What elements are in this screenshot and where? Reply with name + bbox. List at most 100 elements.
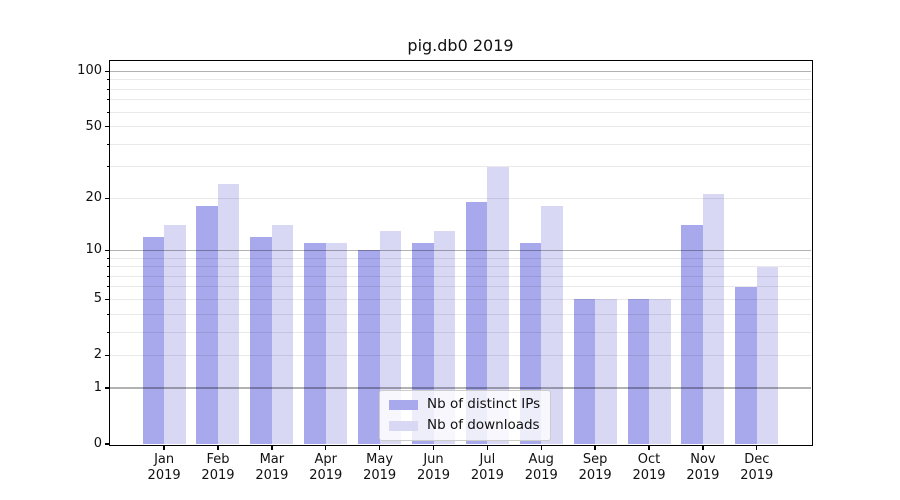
gridline-major-1 — [110, 387, 811, 389]
y-minor-tick-40 — [107, 143, 110, 145]
legend-label-downloads: Nb of downloads — [427, 417, 540, 433]
y-tick-10 — [105, 249, 110, 252]
y-minor-tick-6 — [107, 286, 110, 288]
gridline-minor-8 — [110, 266, 811, 268]
y-tick-label-20: 20 — [85, 190, 102, 206]
y-tick-0 — [105, 443, 110, 445]
x-tick-label-jul: Jul 2019 — [470, 452, 504, 483]
gridline-minor-80 — [110, 88, 811, 90]
y-minor-tick-8 — [107, 266, 110, 268]
bar-downloads-apr — [325, 243, 348, 444]
x-tick-jul — [486, 445, 489, 451]
bar-ips-apr — [304, 243, 326, 444]
bar-ips-sep — [573, 299, 596, 444]
x-tick-label-aug: Aug 2019 — [524, 452, 558, 483]
x-tick-label-oct: Oct 2019 — [632, 452, 666, 483]
gridline-major-100 — [110, 70, 811, 73]
legend-label-distinct-ips: Nb of distinct IPs — [427, 396, 541, 412]
bar-downloads-mar — [271, 225, 294, 444]
legend-swatch-downloads — [389, 420, 418, 431]
y-minor-tick-70 — [107, 99, 110, 101]
bar-ips-mar — [250, 236, 272, 444]
bar-downloads-feb — [217, 184, 240, 444]
bar-downloads-nov — [702, 194, 725, 444]
x-tick-label-feb: Feb 2019 — [201, 452, 235, 483]
y-tick-label-1: 1 — [93, 380, 102, 396]
gridline-minor-90 — [110, 79, 811, 81]
legend: Nb of distinct IPs Nb of downloads — [379, 390, 552, 441]
y-minor-tick-9 — [107, 257, 110, 259]
y-tick-label-5: 5 — [93, 291, 102, 307]
x-tick-jun — [432, 445, 435, 451]
x-tick-nov — [702, 445, 704, 451]
x-tick-label-jan: Jan 2019 — [147, 452, 181, 483]
plot-border — [109, 60, 813, 446]
y-minor-tick-4 — [107, 313, 110, 315]
y-minor-tick-5 — [107, 298, 110, 300]
gridline-minor-20 — [110, 197, 811, 199]
y-minor-tick-90 — [107, 79, 110, 81]
gridline-minor-7 — [110, 275, 811, 277]
bar-downloads-jul — [487, 166, 509, 444]
x-tick-label-apr: Apr 2019 — [309, 452, 343, 483]
x-tick-label-mar: Mar 2019 — [255, 452, 289, 483]
x-tick-aug — [540, 445, 542, 451]
gridline-minor-3 — [110, 331, 811, 333]
y-tick-1 — [105, 387, 110, 389]
y-minor-tick-20 — [107, 197, 110, 199]
x-tick-label-may: May 2019 — [363, 452, 397, 483]
x-tick-apr — [325, 445, 327, 451]
legend-item-downloads: Nb of downloads — [389, 417, 540, 434]
x-tick-dec — [756, 445, 758, 451]
y-minor-tick-3 — [107, 331, 110, 333]
x-tick-label-nov: Nov 2019 — [686, 452, 720, 483]
x-tick-oct — [648, 445, 650, 451]
bar-downloads-oct — [649, 299, 671, 444]
gridline-major-10 — [110, 249, 811, 252]
bar-ips-jan — [142, 236, 165, 444]
gridline-minor-2 — [110, 354, 811, 356]
gridline-minor-9 — [110, 257, 811, 259]
y-minor-tick-80 — [107, 88, 110, 90]
bar-ips-nov — [681, 225, 703, 444]
x-tick-label-jun: Jun 2019 — [416, 452, 451, 483]
y-tick-label-100: 100 — [77, 63, 102, 79]
y-tick-label-2: 2 — [93, 347, 102, 363]
x-tick-may — [378, 445, 381, 451]
y-minor-tick-50 — [107, 126, 110, 128]
x-tick-jan — [163, 445, 165, 451]
bar-downloads-dec — [756, 266, 779, 444]
y-tick-label-50: 50 — [85, 118, 102, 134]
gridline-minor-5 — [110, 298, 811, 300]
chart-title: pig.db0 2019 — [407, 36, 514, 55]
y-minor-tick-60 — [107, 111, 110, 113]
gridline-minor-50 — [110, 126, 811, 128]
x-tick-sep — [594, 445, 596, 451]
bar-ips-dec — [735, 286, 757, 444]
legend-item-distinct-ips: Nb of distinct IPs — [389, 396, 540, 413]
bar-ips-may — [358, 250, 380, 444]
y-tick-100 — [105, 70, 110, 73]
bar-downloads-jan — [164, 225, 186, 444]
y-minor-tick-30 — [107, 166, 110, 168]
y-minor-tick-7 — [107, 275, 110, 277]
gridline-minor-30 — [110, 166, 811, 168]
gridline-minor-6 — [110, 286, 811, 288]
x-tick-label-sep: Sep 2019 — [578, 452, 612, 483]
gridline-minor-40 — [110, 143, 811, 145]
legend-swatch-distinct-ips — [389, 399, 418, 410]
bar-ips-oct — [627, 299, 650, 444]
bar-downloads-aug — [541, 206, 563, 444]
x-tick-feb — [217, 445, 219, 451]
x-tick-mar — [271, 445, 273, 451]
gridline-minor-70 — [110, 99, 811, 101]
bar-downloads-sep — [595, 299, 617, 444]
gridline-minor-4 — [110, 313, 811, 315]
y-tick-label-0: 0 — [93, 436, 102, 451]
bar-ips-jul — [465, 202, 488, 444]
y-tick-label-10: 10 — [85, 242, 102, 258]
y-minor-tick-2 — [107, 354, 110, 356]
bar-ips-feb — [196, 206, 218, 444]
